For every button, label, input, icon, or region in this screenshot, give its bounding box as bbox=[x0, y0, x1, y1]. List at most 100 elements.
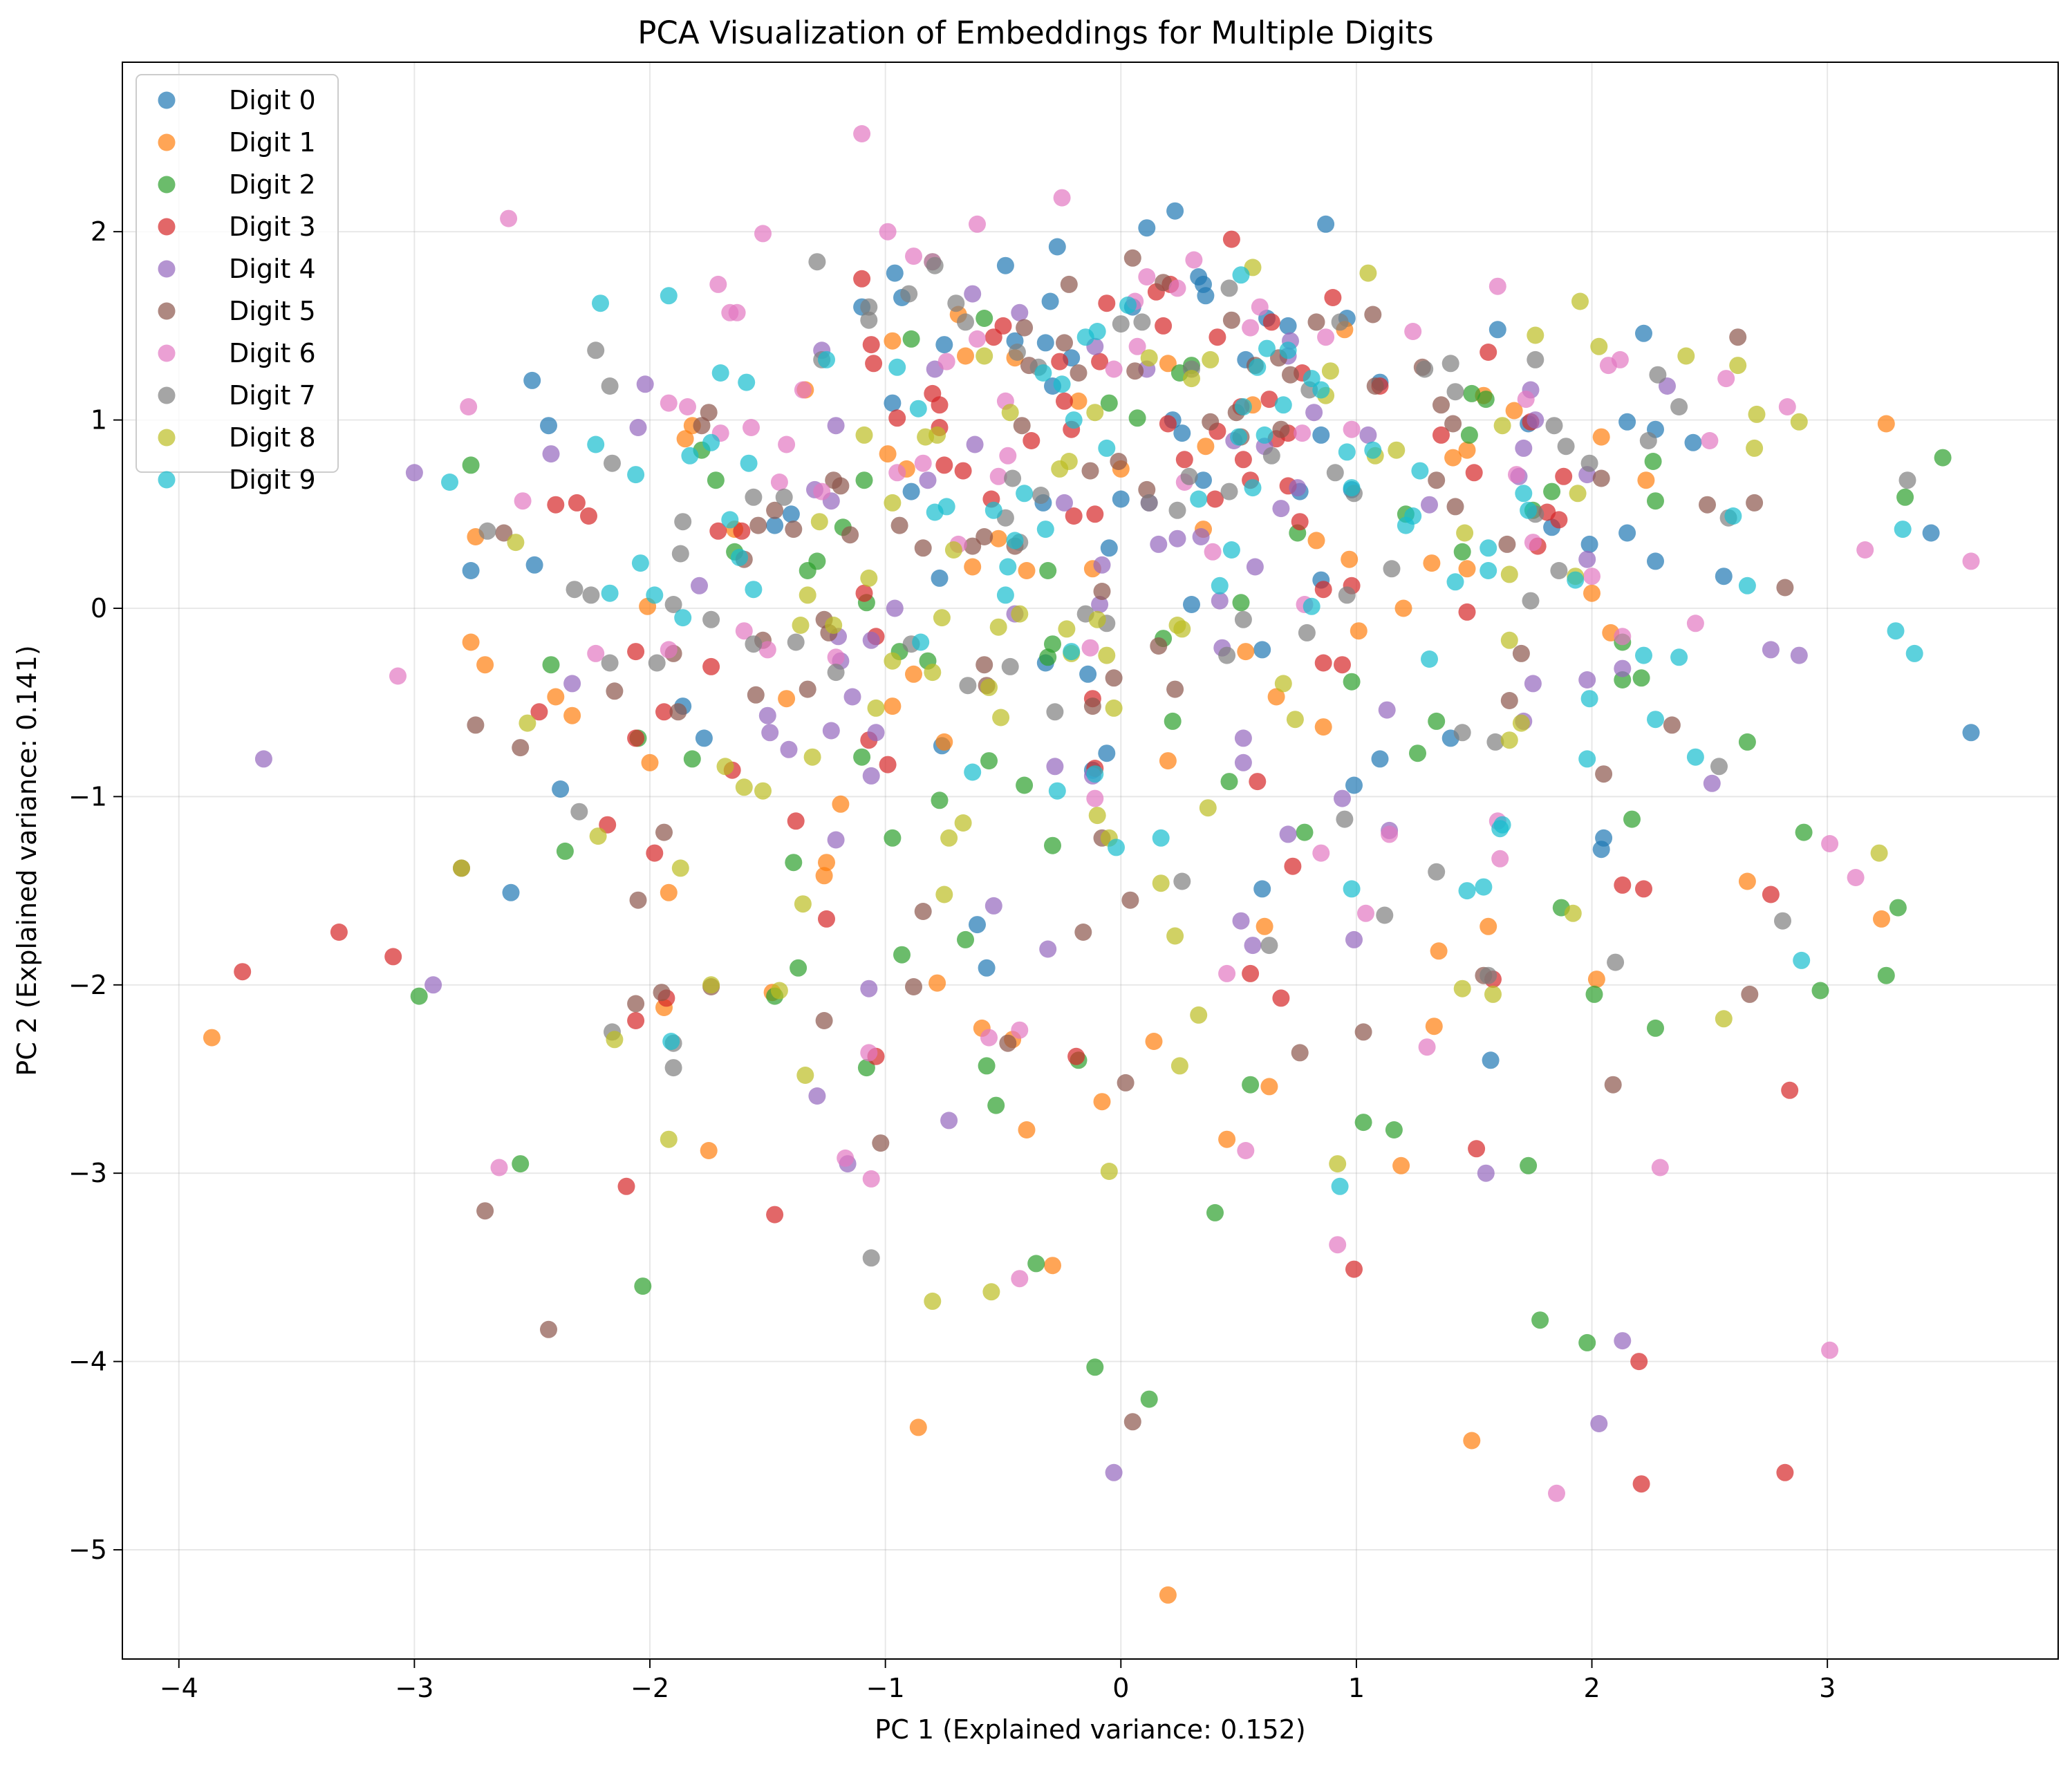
data-point bbox=[592, 294, 609, 312]
data-point bbox=[879, 756, 897, 774]
data-point bbox=[1378, 701, 1396, 719]
data-point bbox=[627, 729, 645, 747]
data-point bbox=[1159, 355, 1177, 373]
data-point bbox=[1898, 471, 1916, 489]
data-point bbox=[909, 1418, 927, 1436]
data-point bbox=[627, 466, 645, 484]
data-point bbox=[931, 791, 949, 809]
data-point bbox=[631, 554, 649, 572]
data-point bbox=[884, 697, 902, 715]
data-point bbox=[1152, 874, 1170, 892]
data-point bbox=[1112, 315, 1130, 333]
data-point bbox=[1639, 432, 1657, 449]
data-point bbox=[1230, 428, 1248, 446]
data-point bbox=[1079, 665, 1097, 683]
data-point bbox=[500, 209, 518, 227]
data-point bbox=[999, 558, 1017, 576]
data-point bbox=[467, 716, 485, 734]
data-point bbox=[808, 552, 826, 570]
data-point bbox=[964, 537, 982, 555]
data-point bbox=[1790, 646, 1808, 664]
data-point bbox=[1051, 460, 1069, 478]
data-point bbox=[599, 816, 617, 834]
data-point bbox=[1091, 596, 1109, 613]
data-point bbox=[935, 456, 953, 474]
data-point bbox=[525, 556, 543, 574]
data-point bbox=[1098, 646, 1116, 664]
data-point bbox=[629, 891, 647, 909]
series-digit-1 bbox=[203, 306, 1895, 1604]
data-point bbox=[928, 974, 946, 992]
legend-label: Digit 1 bbox=[229, 127, 316, 158]
data-point bbox=[1555, 467, 1573, 485]
data-point bbox=[512, 739, 530, 757]
data-point bbox=[627, 1012, 645, 1029]
data-point bbox=[1123, 249, 1141, 267]
data-point bbox=[540, 417, 557, 435]
data-point bbox=[462, 456, 480, 474]
data-point bbox=[1710, 758, 1728, 776]
data-point bbox=[1795, 823, 1813, 841]
data-point bbox=[1637, 471, 1655, 489]
data-point bbox=[1032, 487, 1049, 504]
data-point bbox=[514, 492, 532, 510]
data-point bbox=[1112, 490, 1130, 508]
data-point bbox=[978, 1057, 996, 1075]
data-point bbox=[1242, 1076, 1260, 1094]
data-point bbox=[1110, 453, 1128, 470]
data-point bbox=[1458, 882, 1476, 900]
data-point bbox=[1128, 337, 1146, 355]
data-point bbox=[917, 428, 935, 446]
data-point bbox=[959, 677, 977, 695]
data-point bbox=[926, 256, 944, 274]
data-point bbox=[1701, 432, 1719, 449]
data-point bbox=[914, 539, 932, 557]
data-point bbox=[1001, 657, 1019, 675]
data-point bbox=[617, 1177, 635, 1195]
data-point bbox=[1034, 364, 1052, 382]
data-point bbox=[1065, 507, 1083, 525]
data-point bbox=[1684, 433, 1702, 451]
data-point bbox=[909, 400, 927, 418]
data-point bbox=[1425, 1018, 1443, 1036]
data-point bbox=[1267, 688, 1285, 706]
data-point bbox=[1409, 744, 1426, 762]
data-point bbox=[1317, 328, 1335, 346]
data-point bbox=[1338, 443, 1356, 461]
data-point bbox=[1056, 334, 1073, 352]
data-point bbox=[1870, 844, 1888, 862]
data-point bbox=[1416, 360, 1434, 378]
data-point bbox=[980, 752, 998, 770]
data-point bbox=[1234, 610, 1252, 628]
data-point bbox=[994, 317, 1012, 335]
data-point bbox=[1190, 490, 1208, 508]
data-point bbox=[1237, 643, 1255, 661]
data-point bbox=[646, 844, 664, 862]
data-point bbox=[969, 916, 986, 934]
data-point bbox=[1567, 571, 1585, 589]
data-point bbox=[733, 522, 751, 540]
data-point bbox=[1246, 558, 1264, 576]
data-point bbox=[1468, 1140, 1486, 1158]
data-point bbox=[1647, 492, 1664, 510]
data-point bbox=[507, 534, 525, 552]
data-point bbox=[1016, 319, 1034, 337]
data-point bbox=[1234, 753, 1252, 771]
data-point bbox=[865, 355, 883, 373]
legend-label: Digit 5 bbox=[229, 296, 316, 326]
data-point bbox=[1272, 989, 1290, 1007]
data-point bbox=[476, 1202, 494, 1220]
data-point bbox=[1291, 1044, 1309, 1062]
data-point bbox=[1150, 535, 1168, 553]
data-point bbox=[1889, 899, 1907, 917]
data-point bbox=[601, 654, 619, 672]
data-point bbox=[827, 417, 845, 435]
data-point bbox=[648, 654, 666, 672]
data-point bbox=[693, 417, 711, 435]
data-point bbox=[1962, 552, 1980, 570]
data-point bbox=[743, 419, 760, 436]
data-point bbox=[1279, 317, 1297, 335]
data-point bbox=[766, 501, 784, 519]
y-axis-label: PC 2 (Explained variance: 0.141) bbox=[12, 645, 42, 1076]
